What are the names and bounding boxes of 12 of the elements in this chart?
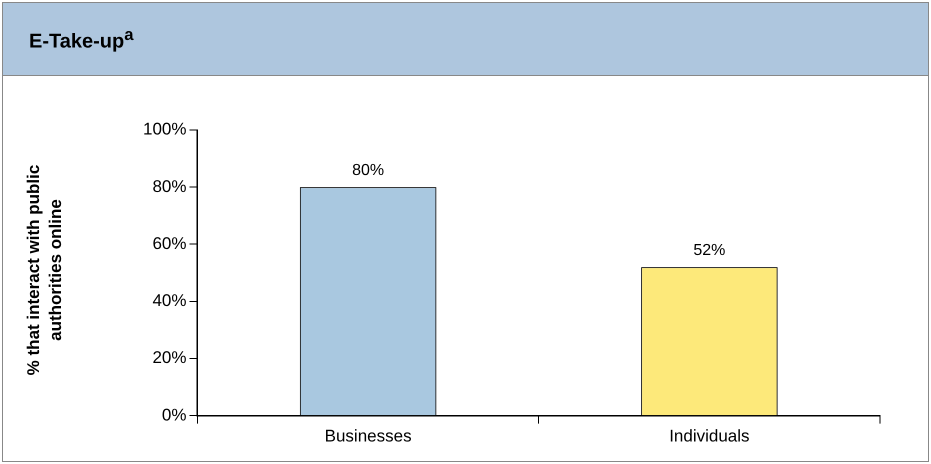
y-tick-label: 40% (152, 291, 186, 310)
y-axis-title: % that interact with public authorities online (23, 164, 66, 378)
x-tick-label: Businesses (324, 426, 412, 446)
data-label: 80% (352, 162, 384, 180)
x-tick-label: Individuals (669, 426, 750, 446)
y-tick-label: 100% (142, 120, 186, 139)
y-tick-label: 0% (162, 405, 186, 424)
y-tick-label: 20% (152, 348, 186, 368)
y-tick-label: 60% (152, 234, 186, 253)
y-tick-label: 80% (152, 176, 186, 196)
chart-title: E-Take-up$^{a}$ (29, 25, 134, 54)
data-label: 52% (693, 242, 726, 260)
